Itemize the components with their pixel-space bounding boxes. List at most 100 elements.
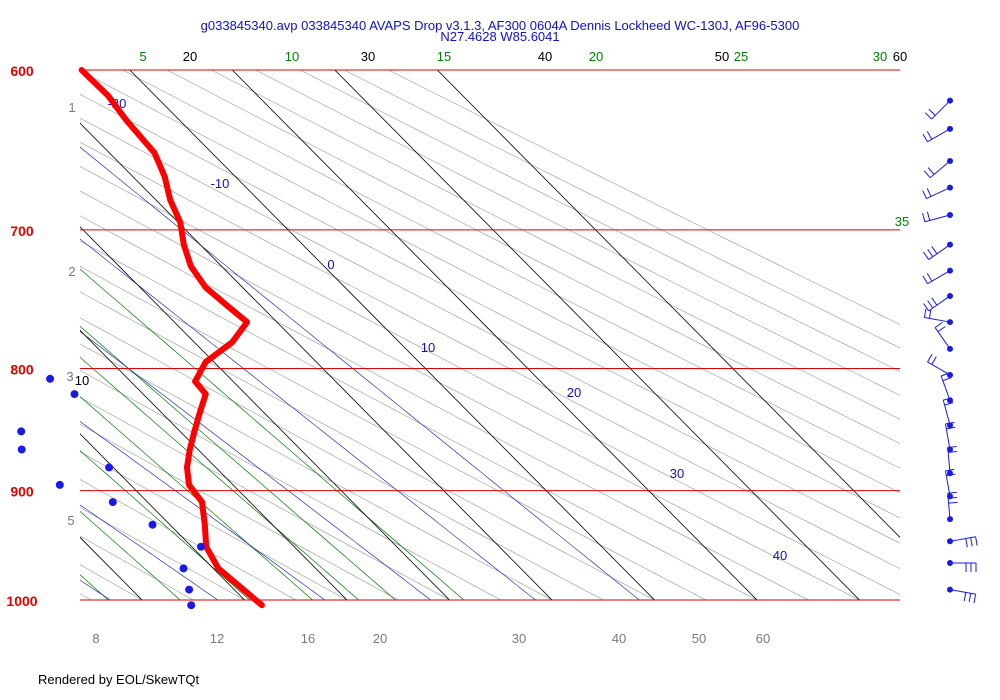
mixing-ratio-label: 10 — [285, 49, 299, 64]
wind-barb-flag — [922, 212, 926, 222]
wind-barb-staff — [944, 470, 951, 497]
dry-adiabat — [80, 265, 707, 600]
isotherm-line — [334, 70, 861, 600]
dry-adiabat — [80, 343, 553, 600]
wind-barb-flag — [948, 496, 958, 499]
wind-barb-staff — [927, 270, 951, 285]
dry-adiabat-label: 2 — [68, 264, 75, 279]
dry-adiabat — [122, 70, 900, 469]
dry-adiabat-label: 50 — [692, 631, 706, 646]
wind-barb-staff — [949, 589, 976, 595]
mixing-ratio-label: 20 — [589, 49, 603, 64]
isotherm-tick-label: 60 — [893, 49, 907, 64]
dry-adiabat — [80, 479, 297, 600]
dry-adiabat — [80, 70, 900, 494]
wind-barb-base — [947, 241, 953, 248]
mixing-ratio-line — [80, 268, 465, 600]
wind-barb-flag — [931, 356, 937, 365]
dry-adiabat — [167, 70, 900, 444]
wind-barb-flag — [923, 303, 930, 312]
dry-adiabat — [80, 423, 399, 600]
wind-barb-flag — [942, 377, 952, 382]
dry-adiabat-label: 8 — [92, 631, 99, 646]
wind-barb-flag — [947, 491, 957, 494]
wind-barb-flag — [944, 402, 954, 406]
wind-barb-flag — [923, 170, 931, 179]
wind-barb-flag — [922, 133, 928, 143]
mixing-ratio-label: 30 — [873, 49, 887, 64]
chart-title: g033845340.avp 033845340 AVAPS Drop v3.1… — [200, 18, 800, 33]
moist-adiabat-label: 10 — [421, 340, 435, 355]
wind-barb-flag — [945, 468, 955, 472]
mixing-ratio-label: 25 — [734, 49, 748, 64]
dewpoint-point — [46, 374, 55, 383]
wind-barb-staff — [927, 128, 951, 143]
isotherm-tick-label: 40 — [538, 49, 552, 64]
wind-barb-flag — [926, 188, 932, 197]
pressure-label: 700 — [10, 223, 34, 239]
wind-barb-flag — [927, 300, 934, 309]
wind-barb-flag — [947, 446, 957, 448]
dry-adiabat — [80, 166, 900, 595]
dewpoint-point — [187, 601, 196, 610]
wind-barb-staff — [949, 536, 976, 542]
mixing-ratio-label: 15 — [437, 49, 451, 64]
moist-adiabat-label: 30 — [670, 466, 684, 481]
dry-adiabat-label: 3 — [66, 369, 73, 384]
wind-barb-flag — [922, 190, 927, 199]
wind-barb-base — [947, 538, 953, 545]
isotherm-line — [437, 70, 900, 538]
wind-barb-staff — [931, 100, 951, 120]
mixing-ratio-line — [80, 396, 314, 600]
wind-barb-flag — [926, 273, 933, 282]
saturated-adiabat — [80, 579, 111, 600]
wind-barb-flag — [922, 275, 928, 284]
wind-barb-flag — [965, 538, 968, 548]
dewpoint-point — [17, 445, 26, 454]
dewpoint-point — [179, 564, 188, 573]
isotherm-line — [80, 122, 553, 600]
wind-barb-flag — [927, 249, 934, 257]
isotherm-line — [80, 329, 348, 600]
wind-barb-flag — [926, 211, 931, 221]
pressure-label: 800 — [10, 361, 34, 377]
wind-barb-base — [947, 345, 953, 352]
dry-adiabat — [80, 93, 900, 519]
footer-credit: Rendered by EOL/SkewTQt — [38, 672, 200, 687]
dewpoint-point — [70, 390, 79, 399]
pressure-label: 900 — [10, 484, 34, 500]
wind-barb-flag — [931, 246, 938, 255]
dry-adiabat — [344, 70, 900, 349]
isotherm-line — [80, 536, 143, 600]
mixing-ratio-line — [80, 574, 109, 600]
wind-barb-flag — [934, 321, 943, 328]
dry-adiabat — [80, 190, 861, 600]
moist-adiabat-label: 20 — [567, 385, 581, 400]
wind-barb-staff — [934, 327, 951, 350]
pressure-label: 600 — [10, 63, 34, 79]
saturated-adiabat — [80, 504, 219, 600]
dry-adiabat — [80, 141, 900, 570]
wind-barb-flag — [946, 473, 956, 477]
wind-barb-flag — [928, 108, 936, 116]
isotherm-line — [80, 433, 246, 600]
isotherm-tick-label: 50 — [715, 49, 729, 64]
moist-adiabat-label: 40 — [773, 548, 787, 563]
saturated-adiabat — [80, 238, 536, 600]
mixing-ratio-line — [80, 450, 251, 600]
mixing-ratio-line — [80, 325, 396, 600]
wind-barb-staff — [947, 447, 951, 474]
moist-adiabat-label: 0 — [327, 257, 334, 272]
plot-area — [80, 70, 900, 600]
isotherm-line — [129, 70, 656, 600]
wind-barb-staff — [924, 317, 951, 323]
chart-subtitle: N27.4628 W85.6041 — [440, 29, 560, 44]
wind-barb-flag — [924, 112, 932, 120]
pressure-label: 1000 — [6, 593, 37, 609]
isotherm-tick-label: 20 — [183, 49, 197, 64]
dry-adiabat — [388, 70, 900, 325]
dry-adiabat-label: 60 — [756, 631, 770, 646]
dry-adiabat — [255, 70, 900, 396]
dry-adiabat — [80, 370, 502, 600]
wind-barb-base — [947, 292, 953, 299]
